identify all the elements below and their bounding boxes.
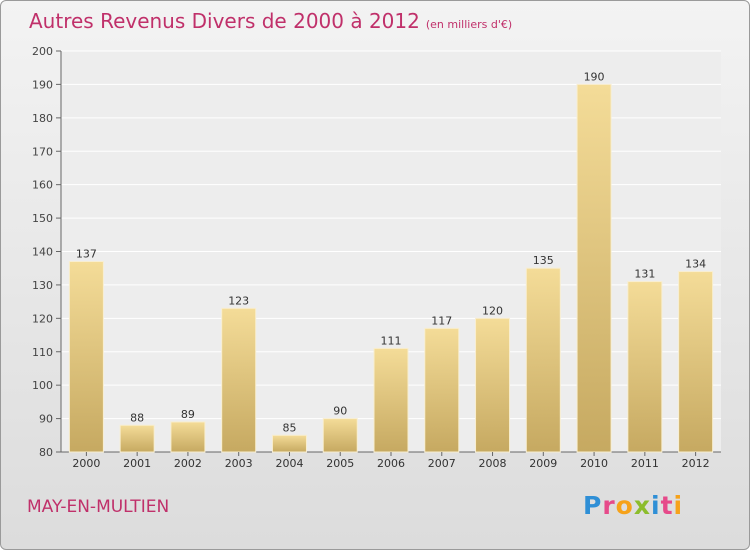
x-tick-label: 2001 [123,457,151,470]
data-label: 117 [431,314,452,327]
bar [576,83,612,453]
y-tick-label: 200 [32,45,53,58]
x-tick-label: 2011 [631,457,659,470]
y-tick-label: 150 [32,212,53,225]
bar [475,317,511,453]
bar [627,281,663,453]
x-tick-label: 2002 [174,457,202,470]
data-label: 135 [533,254,554,267]
data-label: 120 [482,304,503,317]
commune-name: MAY-EN-MULTIEN [27,497,170,517]
bar [170,421,206,453]
y-tick-label: 80 [39,446,53,459]
data-label: 111 [381,334,402,347]
y-tick-label: 190 [32,78,53,91]
bar [119,424,155,453]
x-tick-label: 2003 [225,457,253,470]
data-label: 137 [76,248,97,261]
y-tick-label: 100 [32,379,53,392]
data-label: 89 [181,408,195,421]
data-label: 88 [130,411,144,424]
bar [373,347,409,453]
y-tick-label: 120 [32,312,53,325]
x-tick-label: 2008 [479,457,507,470]
chart-title-unit: (en milliers d'€) [425,18,513,31]
bar [322,418,358,453]
y-tick-label: 140 [32,246,53,259]
data-label: 134 [685,258,706,271]
x-tick-label: 2009 [529,457,557,470]
data-label: 90 [333,405,347,418]
data-label: 85 [282,421,296,434]
bar [678,271,714,453]
y-tick-label: 110 [32,346,53,359]
x-tick-label: 2000 [72,457,100,470]
chart-title: Autres Revenus Divers de 2000 à 2012 (en … [29,9,512,33]
data-label: 123 [228,294,249,307]
bar [221,307,257,453]
data-label: 131 [634,268,655,281]
bar [424,327,460,453]
chart-title-main: Autres Revenus Divers de 2000 à 2012 [29,9,420,33]
y-tick-label: 170 [32,145,53,158]
x-tick-label: 2007 [428,457,456,470]
proxiti-logo: Proxiti [583,491,684,520]
y-tick-label: 130 [32,279,53,292]
data-label: 190 [584,70,605,83]
x-tick-label: 2010 [580,457,608,470]
x-tick-label: 2006 [377,457,405,470]
x-tick-label: 2004 [275,457,303,470]
y-tick-label: 180 [32,112,53,125]
x-tick-label: 2012 [682,457,710,470]
bar [271,434,307,453]
y-tick-label: 160 [32,179,53,192]
bar [68,261,104,453]
bar [525,267,561,453]
y-tick-label: 90 [39,413,53,426]
x-tick-label: 2005 [326,457,354,470]
